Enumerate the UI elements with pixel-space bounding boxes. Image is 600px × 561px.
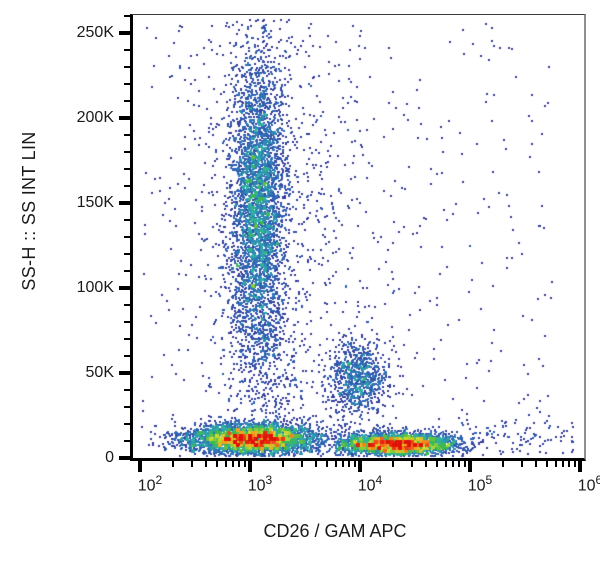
y-minor-tick xyxy=(124,236,130,238)
x-minor-tick xyxy=(411,461,414,467)
x-tick-label: 104 xyxy=(357,473,383,495)
y-minor-tick xyxy=(124,151,130,153)
y-minor-tick xyxy=(124,389,130,391)
x-tick-label: 105 xyxy=(467,473,493,495)
x-minor-tick xyxy=(205,461,208,467)
x-minor-tick xyxy=(521,461,524,467)
y-minor-tick xyxy=(124,406,130,408)
y-major-tick xyxy=(119,116,130,120)
y-minor-tick xyxy=(124,134,130,136)
y-minor-tick xyxy=(124,270,130,272)
x-major-tick xyxy=(138,461,142,472)
x-minor-tick xyxy=(325,461,328,467)
x-minor-tick xyxy=(535,461,538,467)
x-minor-tick xyxy=(191,461,194,467)
x-minor-tick xyxy=(392,461,395,467)
y-minor-tick xyxy=(124,100,130,102)
y-minor-tick xyxy=(124,66,130,68)
x-minor-tick xyxy=(458,461,461,467)
x-minor-tick xyxy=(425,461,428,467)
y-minor-tick xyxy=(124,355,130,357)
x-minor-tick xyxy=(215,461,218,467)
x-minor-tick xyxy=(545,461,548,467)
x-minor-tick xyxy=(353,461,356,467)
y-major-tick xyxy=(119,201,130,205)
x-minor-tick xyxy=(231,461,234,467)
y-minor-tick xyxy=(124,321,130,323)
x-tick-label: 103 xyxy=(247,473,273,495)
x-minor-tick xyxy=(554,461,557,467)
y-minor-tick xyxy=(124,83,130,85)
y-minor-tick xyxy=(124,253,130,255)
y-tick-label: 200K xyxy=(76,109,114,126)
x-minor-tick xyxy=(435,461,438,467)
x-minor-tick xyxy=(334,461,337,467)
y-minor-tick xyxy=(124,168,130,170)
y-major-tick xyxy=(119,31,130,35)
x-minor-tick xyxy=(444,461,447,467)
x-minor-tick xyxy=(282,461,285,467)
y-minor-tick xyxy=(124,219,130,221)
x-minor-tick xyxy=(561,461,564,467)
x-minor-tick xyxy=(502,461,505,467)
x-axis-label: CD26 / GAM APC xyxy=(263,521,407,541)
x-major-tick xyxy=(248,461,252,472)
x-minor-tick xyxy=(348,461,351,467)
y-axis-label: SS-H :: SS INT LIN xyxy=(19,131,39,291)
x-minor-tick xyxy=(238,461,241,467)
x-minor-tick xyxy=(463,461,466,467)
y-tick-label: 100K xyxy=(76,279,114,296)
x-minor-tick xyxy=(568,461,571,467)
x-major-tick xyxy=(358,461,362,472)
y-minor-tick xyxy=(124,185,130,187)
x-minor-tick xyxy=(301,461,304,467)
y-major-tick xyxy=(119,371,130,375)
x-minor-tick xyxy=(341,461,344,467)
x-major-tick xyxy=(578,461,582,472)
x-minor-tick xyxy=(172,461,175,467)
y-minor-tick xyxy=(124,423,130,425)
x-minor-tick xyxy=(573,461,576,467)
x-tick-label: 106 xyxy=(577,473,600,495)
y-major-tick xyxy=(119,456,130,460)
x-minor-tick xyxy=(315,461,318,467)
y-tick-label: 50K xyxy=(85,364,114,381)
x-tick-label: 102 xyxy=(137,473,163,495)
x-minor-tick xyxy=(451,461,454,467)
y-minor-tick xyxy=(124,304,130,306)
x-major-tick xyxy=(468,461,472,472)
plot-frame xyxy=(130,14,586,461)
y-tick-label: 150K xyxy=(76,194,114,211)
y-minor-tick xyxy=(124,440,130,442)
x-minor-tick xyxy=(243,461,246,467)
y-tick-label: 250K xyxy=(76,24,114,41)
y-minor-tick xyxy=(124,15,130,17)
y-minor-tick xyxy=(124,338,130,340)
x-minor-tick xyxy=(224,461,227,467)
y-tick-label: 0 xyxy=(105,449,114,466)
y-minor-tick xyxy=(124,49,130,51)
y-major-tick xyxy=(119,286,130,290)
